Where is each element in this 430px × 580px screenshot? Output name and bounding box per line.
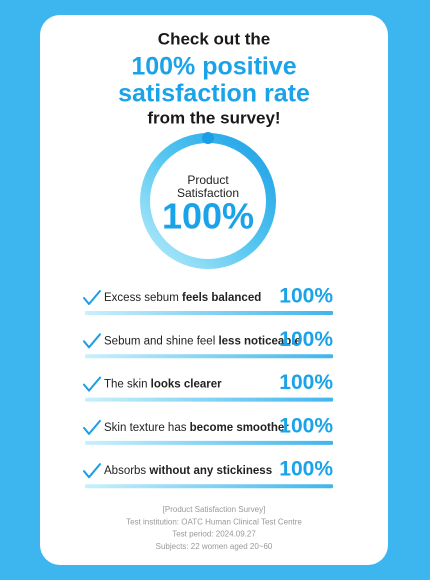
item-list: Excess sebum feels balanced 100%Sebum and…: [83, 285, 333, 489]
highlight: 100% positive: [131, 53, 296, 81]
item-bold: feels balanced: [182, 292, 261, 304]
check-icon: [83, 419, 101, 435]
footer-line: Test period: 2024.09.27: [172, 530, 256, 539]
item-text: Absorbs without any stickiness: [104, 465, 272, 477]
item-value: 100%: [279, 458, 333, 481]
outro: from the survey!: [147, 108, 280, 127]
item-bold: looks clearer: [151, 379, 222, 391]
check-icon: [83, 463, 101, 479]
item-underline: [85, 311, 333, 315]
footer-line: Test institution: OATC Human Clinical Te…: [126, 517, 302, 526]
card: [40, 15, 388, 565]
gauge-label: Satisfaction: [177, 186, 239, 200]
footer-line: Subjects: 22 women aged 20~60: [156, 542, 273, 551]
item-text: Skin texture has become smoother: [104, 422, 289, 434]
gauge-dot: [202, 132, 214, 144]
item-plain: Excess sebum: [104, 292, 182, 304]
item-plain: Skin texture has: [104, 422, 190, 434]
footer-line: [Product Satisfaction Survey]: [163, 505, 266, 514]
item-plain: Absorbs: [104, 465, 149, 477]
highlight: satisfaction rate: [118, 80, 310, 108]
item-value: 100%: [279, 328, 333, 351]
item-underline: [85, 440, 333, 445]
item-value: 100%: [279, 414, 333, 437]
item-value: 100%: [279, 285, 333, 308]
item-text: Sebum and shine feel less noticeable: [104, 335, 301, 347]
gauge-label: Product: [187, 173, 229, 187]
item-underline: [85, 484, 333, 489]
footer: [Product Satisfaction Survey] Test instit…: [126, 505, 302, 551]
item-plain: Sebum and shine feel: [104, 335, 218, 347]
item-bold: without any stickiness: [148, 465, 272, 477]
item-underline: [85, 397, 333, 402]
item-text: Excess sebum feels balanced: [104, 292, 261, 304]
gauge-value: 100%: [162, 196, 254, 237]
item-text: The skin looks clearer: [104, 379, 222, 391]
item-bold: less noticeable: [218, 335, 300, 347]
check-icon: [83, 376, 101, 392]
check-icon: [83, 290, 101, 305]
item-underline: [85, 354, 333, 359]
check-icon: [83, 333, 101, 349]
item-plain: The skin: [104, 379, 151, 391]
item-bold: become smoother: [190, 422, 290, 434]
intro: Check out the: [158, 29, 270, 48]
item-value: 100%: [279, 371, 333, 394]
